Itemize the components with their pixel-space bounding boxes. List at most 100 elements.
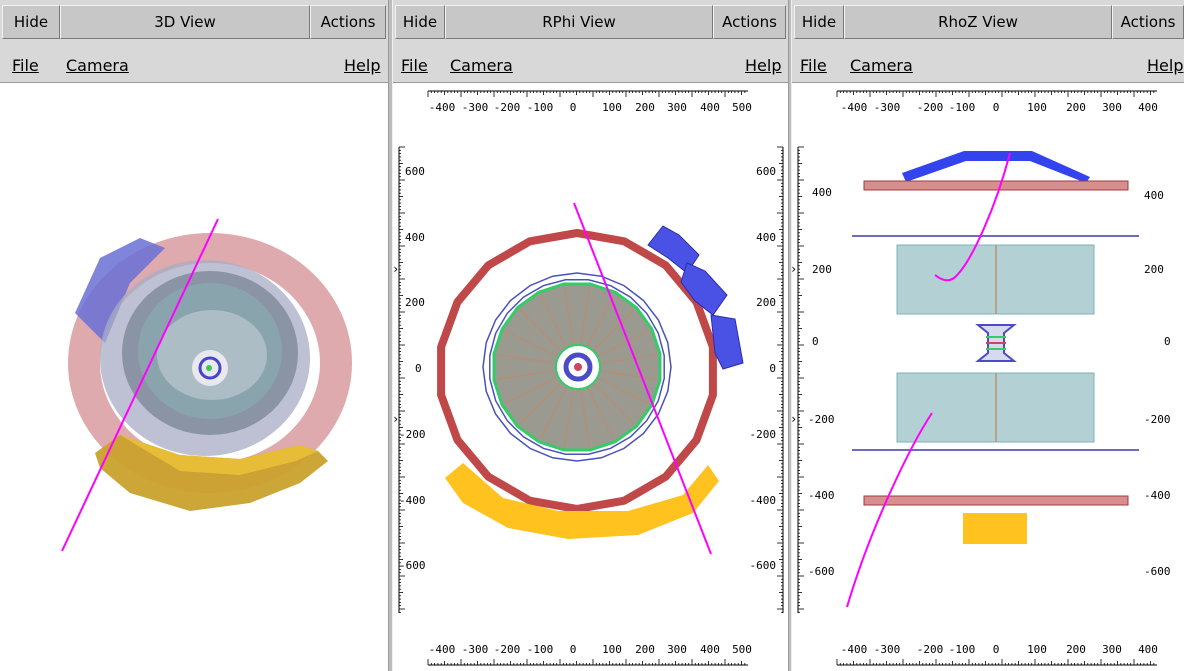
- y-tick-label: -400: [399, 494, 426, 507]
- menu-bar: File Camera Help: [393, 52, 788, 80]
- calorimeter-spoke: [497, 370, 554, 380]
- splitter-left[interactable]: [388, 0, 393, 671]
- menu-help[interactable]: Help: [745, 56, 782, 75]
- calorimeter-spoke: [598, 330, 649, 357]
- calo-yellow-rhoz: [963, 513, 1027, 544]
- x-tick-label: 0: [570, 101, 577, 114]
- viewer-canvas-rphi[interactable]: -400 -300 -200 -100 0 100 200 300 400 50…: [393, 82, 788, 671]
- calorimeter-spoke: [564, 390, 574, 447]
- menu-camera[interactable]: Camera: [450, 56, 513, 75]
- y-tick-label: 600: [756, 165, 776, 178]
- calorimeter-spoke: [505, 377, 556, 404]
- x-tick-label: -200: [494, 101, 521, 114]
- viewer-canvas-rhoz[interactable]: -400 -300 -200 -100 0 100 200 300 400 -4…: [792, 82, 1184, 671]
- x-tick-label: -200: [917, 643, 944, 656]
- y-tick-label: -600: [808, 565, 835, 578]
- splitter-arrow-icon: ›: [792, 262, 797, 276]
- x-tick-label: -100: [949, 643, 976, 656]
- calo-block-blue: [710, 314, 744, 370]
- menu-camera[interactable]: Camera: [850, 56, 913, 75]
- view-title[interactable]: RhoZ View: [844, 5, 1112, 39]
- y-tick-label: -600: [1144, 565, 1171, 578]
- x-tick-labels-top: -400 -300 -200 -100 0 100 200 300 400: [841, 101, 1158, 114]
- vertex-rphi: [574, 363, 582, 371]
- view-titlebar: Hide RPhi View Actions: [393, 5, 788, 41]
- y-axis-left-ticks: [798, 146, 804, 613]
- vertex-ring-3d: [198, 356, 222, 380]
- actions-button[interactable]: Actions: [1112, 5, 1184, 39]
- y-tick-labels-left: 400 200 0 -200 -400 -600: [808, 186, 835, 578]
- x-tick-label: 300: [1102, 643, 1122, 656]
- y-tick-label: -200: [808, 413, 835, 426]
- y-tick-label: 400: [1144, 189, 1164, 202]
- menu-help[interactable]: Help: [1147, 56, 1184, 75]
- menu-help[interactable]: Help: [344, 56, 381, 75]
- x-tick-label: -300: [874, 101, 901, 114]
- menu-file[interactable]: File: [401, 56, 428, 75]
- x-tick-label: -100: [527, 643, 554, 656]
- x-tick-label: 400: [700, 643, 720, 656]
- menu-file[interactable]: File: [12, 56, 39, 75]
- menu-bar: File Camera Help: [0, 52, 388, 80]
- muon-barrel-rphi: [437, 229, 717, 513]
- x-tick-label: 400: [1138, 101, 1158, 114]
- muon-bar-top: [863, 180, 1129, 191]
- y-tick-label: 200: [812, 263, 832, 276]
- x-tick-label: 300: [1102, 101, 1122, 114]
- calo-band-yellow-top: [120, 435, 318, 475]
- view-titlebar: Hide 3D View Actions: [0, 5, 388, 41]
- y-tick-label: 0: [1164, 335, 1171, 348]
- view-panel-3d: Hide 3D View Actions File Camera Help: [0, 0, 388, 671]
- view-title[interactable]: RPhi View: [445, 5, 713, 39]
- calorimeter-spoke: [520, 310, 561, 351]
- splitter-arrow-icon: ›: [393, 412, 399, 426]
- hide-button[interactable]: Hide: [794, 5, 844, 39]
- calorimeter-spoke: [600, 354, 657, 364]
- calorimeter-spoke: [497, 354, 554, 364]
- viewer-canvas-3d[interactable]: [0, 82, 388, 671]
- splitter-arrow-icon: ›: [792, 412, 797, 426]
- splitter-right[interactable]: [788, 0, 792, 671]
- y-tick-label: -200: [399, 428, 426, 441]
- splitter-arrow-icon: ›: [393, 262, 399, 276]
- menu-file[interactable]: File: [800, 56, 827, 75]
- y-tick-label: 0: [415, 362, 422, 375]
- track-rhoz-lower: [846, 412, 933, 608]
- event-display-3d: [61, 218, 352, 552]
- y-tick-label: -200: [1144, 413, 1171, 426]
- y-tick-label: 0: [769, 362, 776, 375]
- hide-button[interactable]: Hide: [2, 5, 60, 39]
- track-rhoz-upper: [934, 152, 1011, 282]
- calorimeter-spoke: [564, 287, 574, 344]
- x-axis-bottom-ticks: [427, 659, 746, 665]
- solenoid-inner-rphi: [489, 279, 665, 455]
- x-tick-label: 400: [700, 101, 720, 114]
- event-display-rhoz: -400 -300 -200 -100 0 100 200 300 400 -4…: [792, 90, 1171, 666]
- y-tick-label: 400: [812, 186, 832, 199]
- actions-button[interactable]: Actions: [713, 5, 786, 39]
- calorimeter-spoke: [600, 370, 657, 380]
- y-tick-label: 200: [405, 296, 425, 309]
- x-tick-label: 100: [1027, 101, 1047, 114]
- y-tick-label: -600: [399, 559, 426, 572]
- x-tick-label: 0: [570, 643, 577, 656]
- calorimeter-spoke: [505, 330, 556, 357]
- y-tick-label: 0: [812, 335, 819, 348]
- x-tick-label: 0: [993, 101, 1000, 114]
- view-title[interactable]: 3D View: [60, 5, 310, 39]
- x-axis-bottom-ticks: [836, 659, 1155, 665]
- x-tick-label: 200: [1066, 101, 1086, 114]
- x-tick-label: -100: [527, 101, 554, 114]
- x-tick-label: 100: [602, 643, 622, 656]
- x-tick-label: -400: [841, 101, 868, 114]
- solenoid-outer-rphi: [482, 272, 672, 462]
- calo-tower-blue-3d: [75, 238, 165, 343]
- x-tick-labels-bottom: -400 -300 -200 -100 0 100 200 300 400: [841, 643, 1158, 656]
- menu-camera[interactable]: Camera: [66, 56, 129, 75]
- actions-button[interactable]: Actions: [310, 5, 386, 39]
- x-tick-label: 100: [602, 101, 622, 114]
- x-tick-label: -100: [949, 101, 976, 114]
- hide-button[interactable]: Hide: [395, 5, 445, 39]
- muon-bar-bottom: [863, 495, 1129, 506]
- y-tick-label: 600: [405, 165, 425, 178]
